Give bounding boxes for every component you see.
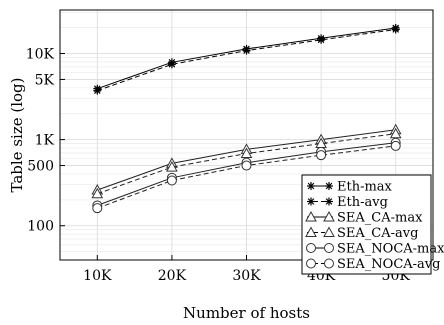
- y-tick-label: 100: [27, 219, 54, 235]
- legend-marker: [307, 182, 315, 190]
- data-point: [93, 86, 102, 95]
- y-tick-label: 1K: [35, 133, 55, 149]
- legend-label: SEA_NOCA-avg: [337, 257, 440, 272]
- data-point: [316, 150, 327, 161]
- data-point: [167, 60, 176, 69]
- y-tick-label: 500: [27, 159, 54, 175]
- legend-marker: [305, 210, 317, 222]
- x-tick-label: 10K: [83, 268, 112, 284]
- data-point: [240, 147, 253, 158]
- legend-marker: [306, 243, 316, 253]
- data-point: [166, 175, 177, 186]
- data-point: [92, 203, 103, 214]
- x-axis-label: Number of hosts: [183, 304, 310, 322]
- data-point: [391, 25, 400, 34]
- legend-marker: [323, 210, 335, 222]
- data-point: [390, 140, 401, 151]
- legend-label: Eth-avg: [337, 195, 388, 210]
- legend-label: SEA_NOCA-max: [337, 242, 444, 257]
- series-group: [91, 23, 402, 214]
- y-tick-label: 5K: [35, 72, 55, 88]
- data-point: [241, 160, 252, 171]
- data-point: [242, 46, 251, 55]
- legend-marker: [306, 258, 316, 269]
- legend-label: SEA_CA-avg: [337, 226, 418, 241]
- legend-marker: [324, 258, 334, 269]
- data-point: [166, 161, 178, 172]
- legend-marker: [305, 226, 317, 237]
- legend-marker: [324, 243, 334, 253]
- legend-marker: [325, 182, 333, 190]
- legend-marker: [323, 226, 335, 237]
- legend-label: Eth-max: [337, 180, 393, 195]
- x-tick-label: 30K: [232, 268, 261, 284]
- legend: Eth-maxEth-avgSEA_CA-maxSEA_CA-avgSEA_NO…: [301, 174, 444, 275]
- legend-marker: [325, 197, 333, 206]
- data-point: [91, 187, 104, 199]
- x-tick-label: 20K: [158, 268, 187, 284]
- y-axis-label: Table size (log): [8, 77, 26, 192]
- y-tick-label: 10K: [26, 47, 55, 63]
- legend-box: [301, 174, 432, 275]
- legend-marker: [307, 197, 315, 206]
- legend-label: SEA_CA-max: [337, 211, 423, 226]
- data-point: [317, 35, 326, 44]
